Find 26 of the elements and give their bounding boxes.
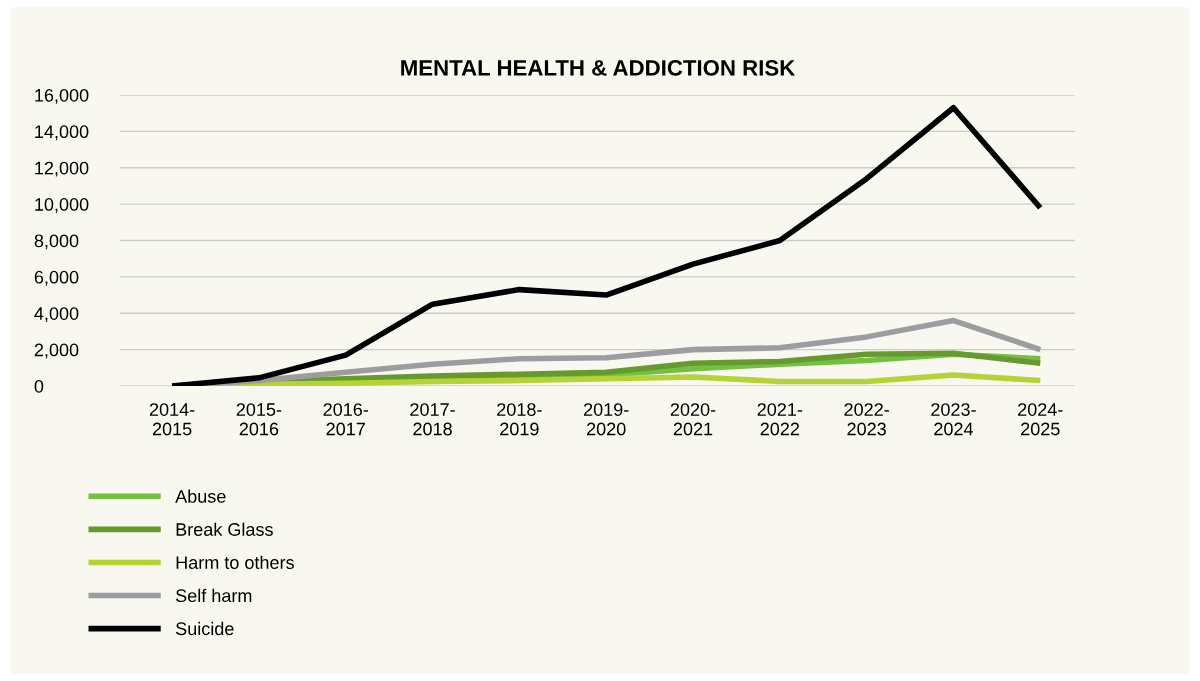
legend-label: Abuse [175,489,226,503]
y-tick-label: 6,000 [34,270,79,286]
legend-label: Suicide [175,621,234,636]
x-tick-label: 2017- 2018 [410,403,455,436]
y-tick-label: 10,000 [35,198,89,213]
x-tick-label: 2024- 2025 [1018,403,1063,436]
x-tick-label: 2014- 2015 [149,403,195,436]
x-tick-label: 2022- 2023 [844,403,889,436]
x-tick-label: 2023- 2024 [931,403,976,436]
y-tick-label: 12,000 [35,161,89,177]
legend-label: Break Glass [176,522,273,536]
y-tick-label: 8,000 [34,234,79,250]
x-tick-label: 2020- 2021 [670,403,716,436]
chart-title: MENTAL HEALTH & ADDICTION RISK [401,60,796,76]
y-tick-label: 2,000 [34,343,79,359]
x-tick-label: 2018- 2019 [497,403,542,436]
x-tick-label: 2015- 2016 [236,403,282,436]
y-tick-label: 14,000 [35,125,89,141]
x-tick-label: 2019- 2020 [584,403,629,436]
legend-label: Harm to others [176,555,294,569]
y-tick-label: 16,000 [35,88,89,104]
y-tick-label: 4,000 [34,307,79,323]
x-tick-label: 2021- 2022 [757,403,803,436]
y-tick-label: 0 [34,379,44,393]
legend-label: Self harm [175,588,252,603]
x-tick-label: 2016- 2017 [323,403,369,436]
